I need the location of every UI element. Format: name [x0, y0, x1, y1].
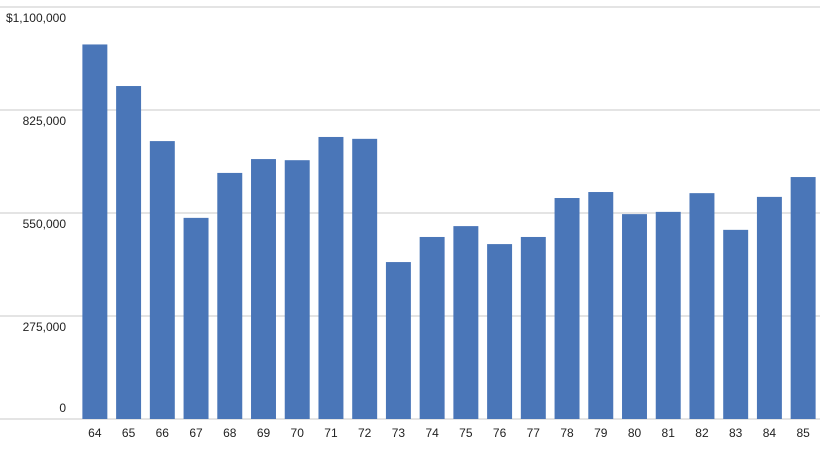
x-tick-label: 75: [459, 426, 473, 440]
bar: [149, 141, 175, 419]
x-tick-label: 80: [628, 426, 642, 440]
bar: [554, 198, 580, 419]
y-tick-label: 0: [59, 401, 66, 415]
x-tick-label: 69: [257, 426, 271, 440]
x-tick-label: 65: [122, 426, 136, 440]
x-tick-label: 77: [527, 426, 541, 440]
y-tick-label: 825,000: [23, 114, 67, 128]
bar: [82, 44, 108, 420]
x-tick-label: 66: [156, 426, 170, 440]
bar: [318, 136, 344, 419]
x-tick-label: 74: [425, 426, 439, 440]
x-tick-label: 85: [796, 426, 810, 440]
x-tick-label: 81: [662, 426, 676, 440]
bar: [487, 244, 513, 419]
x-tick-label: 73: [392, 426, 406, 440]
bar: [116, 86, 142, 420]
bar: [689, 193, 715, 419]
bar: [419, 236, 445, 419]
y-tick-label: 275,000: [23, 320, 67, 334]
bar: [655, 211, 681, 419]
x-tick-label: 67: [189, 426, 203, 440]
x-tick-label: 64: [88, 426, 102, 440]
bar: [723, 229, 749, 419]
bar: [622, 214, 647, 419]
x-tick-label: 71: [324, 426, 338, 440]
bar: [756, 196, 782, 419]
x-tick-label: 78: [560, 426, 574, 440]
bar: [453, 226, 479, 419]
bar: [520, 236, 546, 419]
x-tick-label: 68: [223, 426, 237, 440]
x-tick-label: 79: [594, 426, 608, 440]
x-tick-label: 72: [358, 426, 372, 440]
bar: [385, 262, 411, 419]
x-tick-label: 76: [493, 426, 507, 440]
bar: [790, 177, 816, 419]
y-tick-label: $1,100,000: [6, 11, 66, 25]
bar: [183, 217, 209, 419]
y-tick-label: 550,000: [23, 217, 67, 231]
x-tick-label: 84: [763, 426, 777, 440]
x-tick-label: 70: [291, 426, 305, 440]
bar: [284, 160, 310, 419]
bar: [251, 159, 276, 419]
x-tick-label: 82: [695, 426, 709, 440]
bar: [217, 172, 243, 419]
bar: [588, 192, 614, 419]
x-tick-label: 83: [729, 426, 743, 440]
bar: [352, 138, 378, 419]
